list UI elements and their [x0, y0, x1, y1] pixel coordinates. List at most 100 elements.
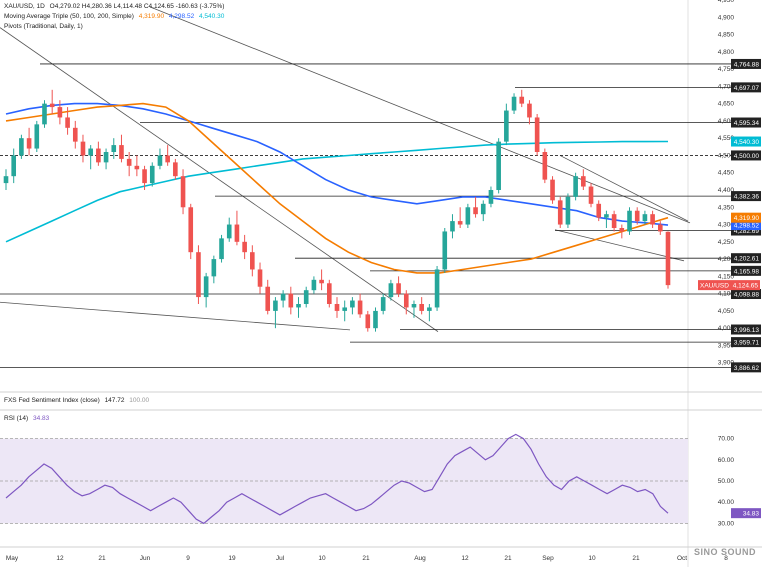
candle-body	[303, 290, 309, 304]
price-tick-label: 4,150	[718, 273, 735, 280]
candle-body	[434, 269, 440, 308]
candle-body	[457, 221, 463, 225]
candle-body	[326, 283, 332, 304]
time-tick-label: 21	[98, 555, 106, 562]
candle-body	[42, 103, 47, 125]
price-tick-label: 3,900	[718, 360, 735, 367]
candle-body	[604, 214, 609, 218]
price-tick-label: 4,350	[718, 204, 735, 211]
pivot-level-tag	[731, 191, 761, 202]
pivot-level-tag	[731, 265, 761, 276]
candle-body	[234, 224, 240, 242]
price-tick-label: 4,450	[718, 170, 735, 177]
pivot-level-tag	[731, 253, 761, 264]
candle-body	[26, 138, 32, 149]
candle-body	[273, 300, 278, 311]
candle-body	[80, 141, 86, 156]
candle-body	[542, 152, 548, 180]
candle-body	[203, 276, 209, 298]
trend-line	[0, 301, 351, 331]
symbol-label[interactable]: XAU/USD, 1D	[4, 3, 45, 10]
candle-body	[519, 96, 525, 104]
candle-body	[196, 252, 201, 298]
candle-body	[380, 297, 386, 311]
fed-legend[interactable]: FXS Fed Sentiment Index (close) 147.72 1…	[4, 397, 152, 404]
trend-line	[0, 27, 439, 332]
rsi-legend[interactable]: RSI (14) 34.83	[4, 415, 52, 422]
price-tick-label: 4,200	[718, 256, 735, 263]
price-tick-label: 3,950	[718, 342, 735, 349]
watermark-text: SINO SOUND	[693, 547, 756, 557]
candle-body	[19, 138, 24, 156]
pivot-level-tag	[731, 362, 761, 373]
candle-body	[311, 279, 317, 291]
ohlc-values: O4,279.02 H4,280.36 L4,114.48 C4,124.65 …	[49, 3, 225, 10]
time-tick-label: 10	[588, 555, 596, 562]
pivot-level-label: 4,098.88	[734, 292, 760, 299]
time-tick-label: 12	[56, 555, 64, 562]
candle-body	[411, 304, 417, 308]
rsi-value-label: 34.83	[743, 511, 760, 518]
ma200-line-value-label: 4,540.30	[734, 139, 760, 146]
candle-body	[34, 124, 40, 149]
candle-body	[165, 155, 170, 163]
candle-body	[296, 304, 301, 308]
time-tick-label: 21	[362, 555, 370, 562]
candle-body	[511, 96, 517, 111]
candle-body	[111, 145, 117, 152]
candle-body	[88, 148, 93, 156]
pivots-legend[interactable]: Pivots (Traditional, Daily, 1)	[4, 23, 86, 30]
candle-body	[419, 304, 424, 311]
price-tick-label: 4,300	[718, 222, 735, 229]
candle-body	[188, 207, 194, 253]
ma200-value: 4,540.30	[199, 13, 225, 20]
candle-body	[319, 279, 324, 284]
time-tick-label: Jul	[276, 555, 285, 562]
rsi-tick-label: 40.00	[718, 499, 735, 506]
price-tick-label: 4,850	[718, 32, 735, 39]
price-tick-label: 4,400	[718, 187, 735, 194]
pivot-level-tag	[731, 117, 761, 128]
candle-body	[388, 283, 394, 298]
price-tick-label: 4,900	[718, 14, 735, 21]
candle-body	[427, 307, 432, 311]
candle-body	[350, 300, 355, 308]
ma-title: Moving Average Triple (50, 100, 200, Sim…	[4, 13, 134, 20]
candle-body	[288, 293, 294, 308]
pivot-level-tag	[731, 150, 761, 161]
rsi-tick-label: 70.00	[718, 436, 735, 443]
candle-body	[504, 110, 509, 142]
candle-body	[142, 169, 147, 184]
candle-body	[473, 207, 478, 215]
ma-legend[interactable]: Moving Average Triple (50, 100, 200, Sim…	[4, 13, 227, 20]
last-price-tag	[698, 280, 760, 291]
candle-body	[581, 176, 586, 187]
candle-body	[219, 238, 224, 260]
ma200-line-tag	[731, 136, 761, 147]
candle-body	[403, 293, 409, 308]
candle-body	[573, 176, 578, 197]
candle-body	[334, 304, 340, 311]
price-tick-label: 4,550	[718, 135, 735, 142]
pivots-title: Pivots (Traditional, Daily, 1)	[4, 23, 83, 30]
candle-body	[280, 293, 286, 301]
candle-body	[103, 152, 109, 163]
time-tick-label: 19	[228, 555, 236, 562]
time-tick-label: Jun	[140, 555, 151, 562]
pivot-level-label: 3,959.71	[734, 340, 760, 347]
candle-body	[173, 162, 178, 177]
trend-line	[559, 155, 689, 222]
candle-body	[496, 141, 501, 190]
fed-scale: 100.00	[129, 397, 150, 404]
rsi-tick-label: 30.00	[718, 520, 735, 527]
rsi-title: RSI (14)	[4, 415, 29, 422]
candle-body	[665, 231, 671, 286]
candle-body	[365, 314, 371, 329]
candle-body	[611, 214, 617, 228]
price-tick-label: 4,950	[718, 0, 735, 4]
candle-body	[642, 214, 648, 222]
ma100-line-value-label: 4,298.52	[734, 223, 760, 230]
pivot-level-label: 4,500.00	[734, 153, 760, 160]
ma100-line-tag	[731, 220, 761, 231]
